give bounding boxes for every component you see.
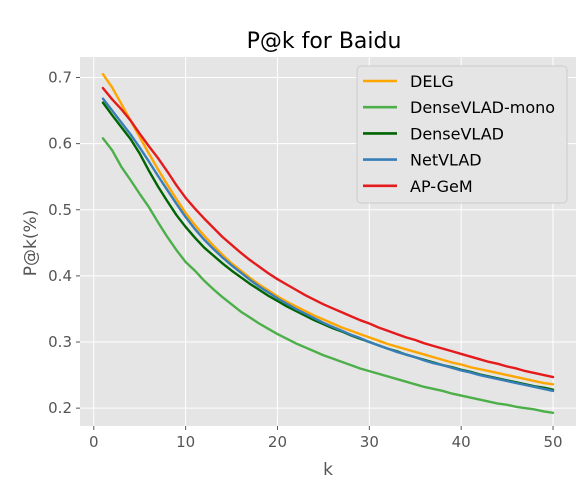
y-tick-label: 0.3 xyxy=(48,333,72,351)
y-tick-label: 0.7 xyxy=(48,69,72,87)
legend-label: AP-GeM xyxy=(410,177,473,196)
legend-box xyxy=(356,65,568,204)
x-tick-label: 30 xyxy=(360,433,379,451)
x-axis-label: k xyxy=(323,460,333,480)
x-tick-label: 50 xyxy=(543,433,562,451)
y-tick-label: 0.5 xyxy=(48,201,72,219)
y-tick-label: 0.2 xyxy=(48,399,72,417)
series-lines xyxy=(101,72,555,414)
legend: DELG DenseVLAD-mono DenseVLAD NetVLAD AP-GeM xyxy=(356,65,568,204)
x-tick-label: 0 xyxy=(89,433,99,451)
series-line-1 xyxy=(101,137,555,414)
y-tick-label: 0.4 xyxy=(48,267,72,285)
legend-label: DenseVLAD-mono xyxy=(410,98,555,117)
legend-label: DenseVLAD xyxy=(410,124,504,143)
series-line-0 xyxy=(101,72,555,386)
legend-label: DELG xyxy=(410,72,454,91)
x-axis-ticks: 0 10 20 30 40 50 xyxy=(89,426,563,451)
legend-label: NetVLAD xyxy=(410,151,482,170)
series-line-4 xyxy=(101,86,555,379)
y-tick-label: 0.6 xyxy=(48,135,72,153)
x-tick-label: 40 xyxy=(452,433,471,451)
x-tick-label: 10 xyxy=(176,433,195,451)
chart-title: P@k for Baidu xyxy=(247,29,402,54)
y-axis-ticks: 0.2 0.3 0.4 0.5 0.6 0.7 xyxy=(48,69,80,417)
y-axis-label: P@k(%) xyxy=(21,210,41,277)
series-line-3 xyxy=(101,97,555,393)
x-tick-label: 20 xyxy=(268,433,287,451)
